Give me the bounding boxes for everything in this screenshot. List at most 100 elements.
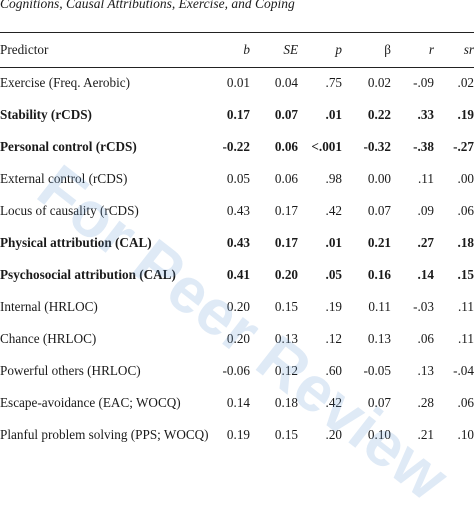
cell-b: -0.22 bbox=[222, 139, 250, 154]
cell-r: -.09 bbox=[413, 75, 434, 90]
cell-r: -.03 bbox=[413, 299, 434, 314]
cell-se: 0.20 bbox=[274, 267, 298, 282]
cell-predictor: Locus of causality (rCDS) bbox=[0, 203, 139, 218]
cell-r: .33 bbox=[417, 107, 434, 122]
cell-predictor: Psychosocial attribution (CAL) bbox=[0, 267, 176, 282]
table-row: Powerful others (HRLOC) -0.06 0.12 .60 -0.05… bbox=[0, 355, 474, 387]
cell-sr: .06 bbox=[457, 203, 474, 218]
cell-p: .98 bbox=[325, 171, 342, 186]
cell-p: .60 bbox=[325, 363, 342, 378]
cell-beta: 0.07 bbox=[367, 203, 391, 218]
cell-r: .06 bbox=[417, 331, 434, 346]
cell-sr: .19 bbox=[457, 107, 474, 122]
cell-predictor: Escape-avoidance (EAC; WOCQ) bbox=[0, 395, 181, 410]
cell-p: .01 bbox=[325, 107, 342, 122]
cell-predictor: External control (rCDS) bbox=[0, 171, 128, 186]
cell-predictor: Physical attribution (CAL) bbox=[0, 235, 152, 250]
cell-r: .28 bbox=[417, 395, 434, 410]
cell-beta: 0.21 bbox=[367, 235, 391, 250]
cell-beta: 0.10 bbox=[367, 427, 391, 442]
cell-beta: 0.07 bbox=[367, 395, 391, 410]
cell-b: 0.14 bbox=[226, 395, 250, 410]
cell-se: 0.15 bbox=[274, 427, 298, 442]
cell-b: 0.20 bbox=[226, 331, 250, 346]
table-row: Internal (HRLOC) 0.20 0.15 .19 0.11 -.03 .11 bbox=[0, 291, 474, 323]
cell-sr: .00 bbox=[457, 171, 474, 186]
cell-b: 0.43 bbox=[226, 203, 250, 218]
cell-r: -.38 bbox=[413, 139, 434, 154]
cell-beta: -0.05 bbox=[363, 363, 391, 378]
cell-se: 0.07 bbox=[274, 107, 298, 122]
cell-sr: -.27 bbox=[453, 139, 474, 154]
table-row: Stability (rCDS) 0.17 0.07 .01 0.22 .33 .19 bbox=[0, 99, 474, 131]
cell-b: 0.17 bbox=[226, 107, 250, 122]
cell-b: 0.41 bbox=[226, 267, 250, 282]
regression-table: Predictor b SE p β r sr Exercise (Freq. … bbox=[0, 33, 474, 451]
cell-predictor: Powerful others (HRLOC) bbox=[0, 363, 141, 378]
cell-r: .14 bbox=[417, 267, 434, 282]
table-row: Planful problem solving (PPS; WOCQ) 0.19 0… bbox=[0, 419, 474, 451]
cell-se: 0.06 bbox=[274, 171, 298, 186]
table-row: Chance (HRLOC) 0.20 0.13 .12 0.13 .06 .11 bbox=[0, 323, 474, 355]
table-row: External control (rCDS) 0.05 0.06 .98 0.00 .1… bbox=[0, 163, 474, 195]
cell-sr: .18 bbox=[457, 235, 474, 250]
cell-b: 0.43 bbox=[226, 235, 250, 250]
table-body: Exercise (Freq. Aerobic) 0.01 0.04 .75 0.02 -… bbox=[0, 67, 474, 451]
top-rule bbox=[0, 32, 474, 33]
table-caption: Cognitions, Causal Attributions, Exercis… bbox=[0, 0, 295, 11]
cell-predictor: Chance (HRLOC) bbox=[0, 331, 97, 346]
table-row: Psychosocial attribution (CAL) 0.41 0.20 .0… bbox=[0, 259, 474, 291]
cell-beta: 0.22 bbox=[367, 107, 391, 122]
cell-b: 0.05 bbox=[226, 171, 250, 186]
cell-se: 0.17 bbox=[274, 203, 298, 218]
cell-se: 0.18 bbox=[274, 395, 298, 410]
col-header-p: p bbox=[335, 42, 342, 57]
cell-beta: 0.13 bbox=[367, 331, 391, 346]
cell-predictor: Exercise (Freq. Aerobic) bbox=[0, 75, 130, 90]
cell-p: .42 bbox=[325, 203, 342, 218]
col-header-b: b bbox=[243, 42, 250, 57]
cell-se: 0.17 bbox=[274, 235, 298, 250]
cell-p: .75 bbox=[325, 75, 342, 90]
cell-se: 0.13 bbox=[274, 331, 298, 346]
cell-sr: .10 bbox=[457, 427, 474, 442]
cell-sr: .15 bbox=[457, 267, 474, 282]
cell-se: 0.12 bbox=[274, 363, 298, 378]
table-row: Escape-avoidance (EAC; WOCQ) 0.14 0.18 .42 0… bbox=[0, 387, 474, 419]
cell-r: .27 bbox=[417, 235, 434, 250]
cell-b: 0.01 bbox=[226, 75, 250, 90]
cell-b: 0.19 bbox=[226, 427, 250, 442]
cell-predictor: Internal (HRLOC) bbox=[0, 299, 98, 314]
table-row: Physical attribution (CAL) 0.43 0.17 .01 0.2… bbox=[0, 227, 474, 259]
cell-predictor: Stability (rCDS) bbox=[0, 107, 92, 122]
table-row: Exercise (Freq. Aerobic) 0.01 0.04 .75 0.02 -… bbox=[0, 67, 474, 99]
cell-p: .01 bbox=[325, 235, 342, 250]
cell-r: .09 bbox=[417, 203, 434, 218]
cell-sr: .11 bbox=[458, 331, 474, 346]
cell-p: .12 bbox=[325, 331, 342, 346]
cell-sr: .11 bbox=[458, 299, 474, 314]
cell-p: .05 bbox=[325, 267, 342, 282]
cell-beta: 0.02 bbox=[367, 75, 391, 90]
cell-r: .13 bbox=[417, 363, 434, 378]
cell-beta: 0.16 bbox=[367, 267, 391, 282]
col-header-beta: β bbox=[384, 42, 391, 57]
cell-b: 0.20 bbox=[226, 299, 250, 314]
cell-p: <.001 bbox=[311, 139, 342, 154]
cell-sr: -.04 bbox=[453, 363, 474, 378]
cell-b: -0.06 bbox=[222, 363, 250, 378]
table-row: Locus of causality (rCDS) 0.43 0.17 .42 0.07… bbox=[0, 195, 474, 227]
cell-r: .11 bbox=[418, 171, 434, 186]
cell-beta: 0.11 bbox=[368, 299, 391, 314]
cell-se: 0.15 bbox=[274, 299, 298, 314]
table-row: Personal control (rCDS) -0.22 0.06 <.001 -0.… bbox=[0, 131, 474, 163]
cell-r: .21 bbox=[417, 427, 434, 442]
cell-sr: .02 bbox=[457, 75, 474, 90]
col-header-r: r bbox=[428, 42, 434, 57]
cell-predictor: Planful problem solving (PPS; WOCQ) bbox=[0, 427, 209, 442]
cell-predictor: Personal control (rCDS) bbox=[0, 139, 137, 154]
cell-beta: -0.32 bbox=[363, 139, 391, 154]
cell-se: 0.04 bbox=[274, 75, 298, 90]
header-row: Predictor b SE p β r sr bbox=[0, 33, 474, 67]
col-header-predictor: Predictor bbox=[0, 42, 49, 57]
